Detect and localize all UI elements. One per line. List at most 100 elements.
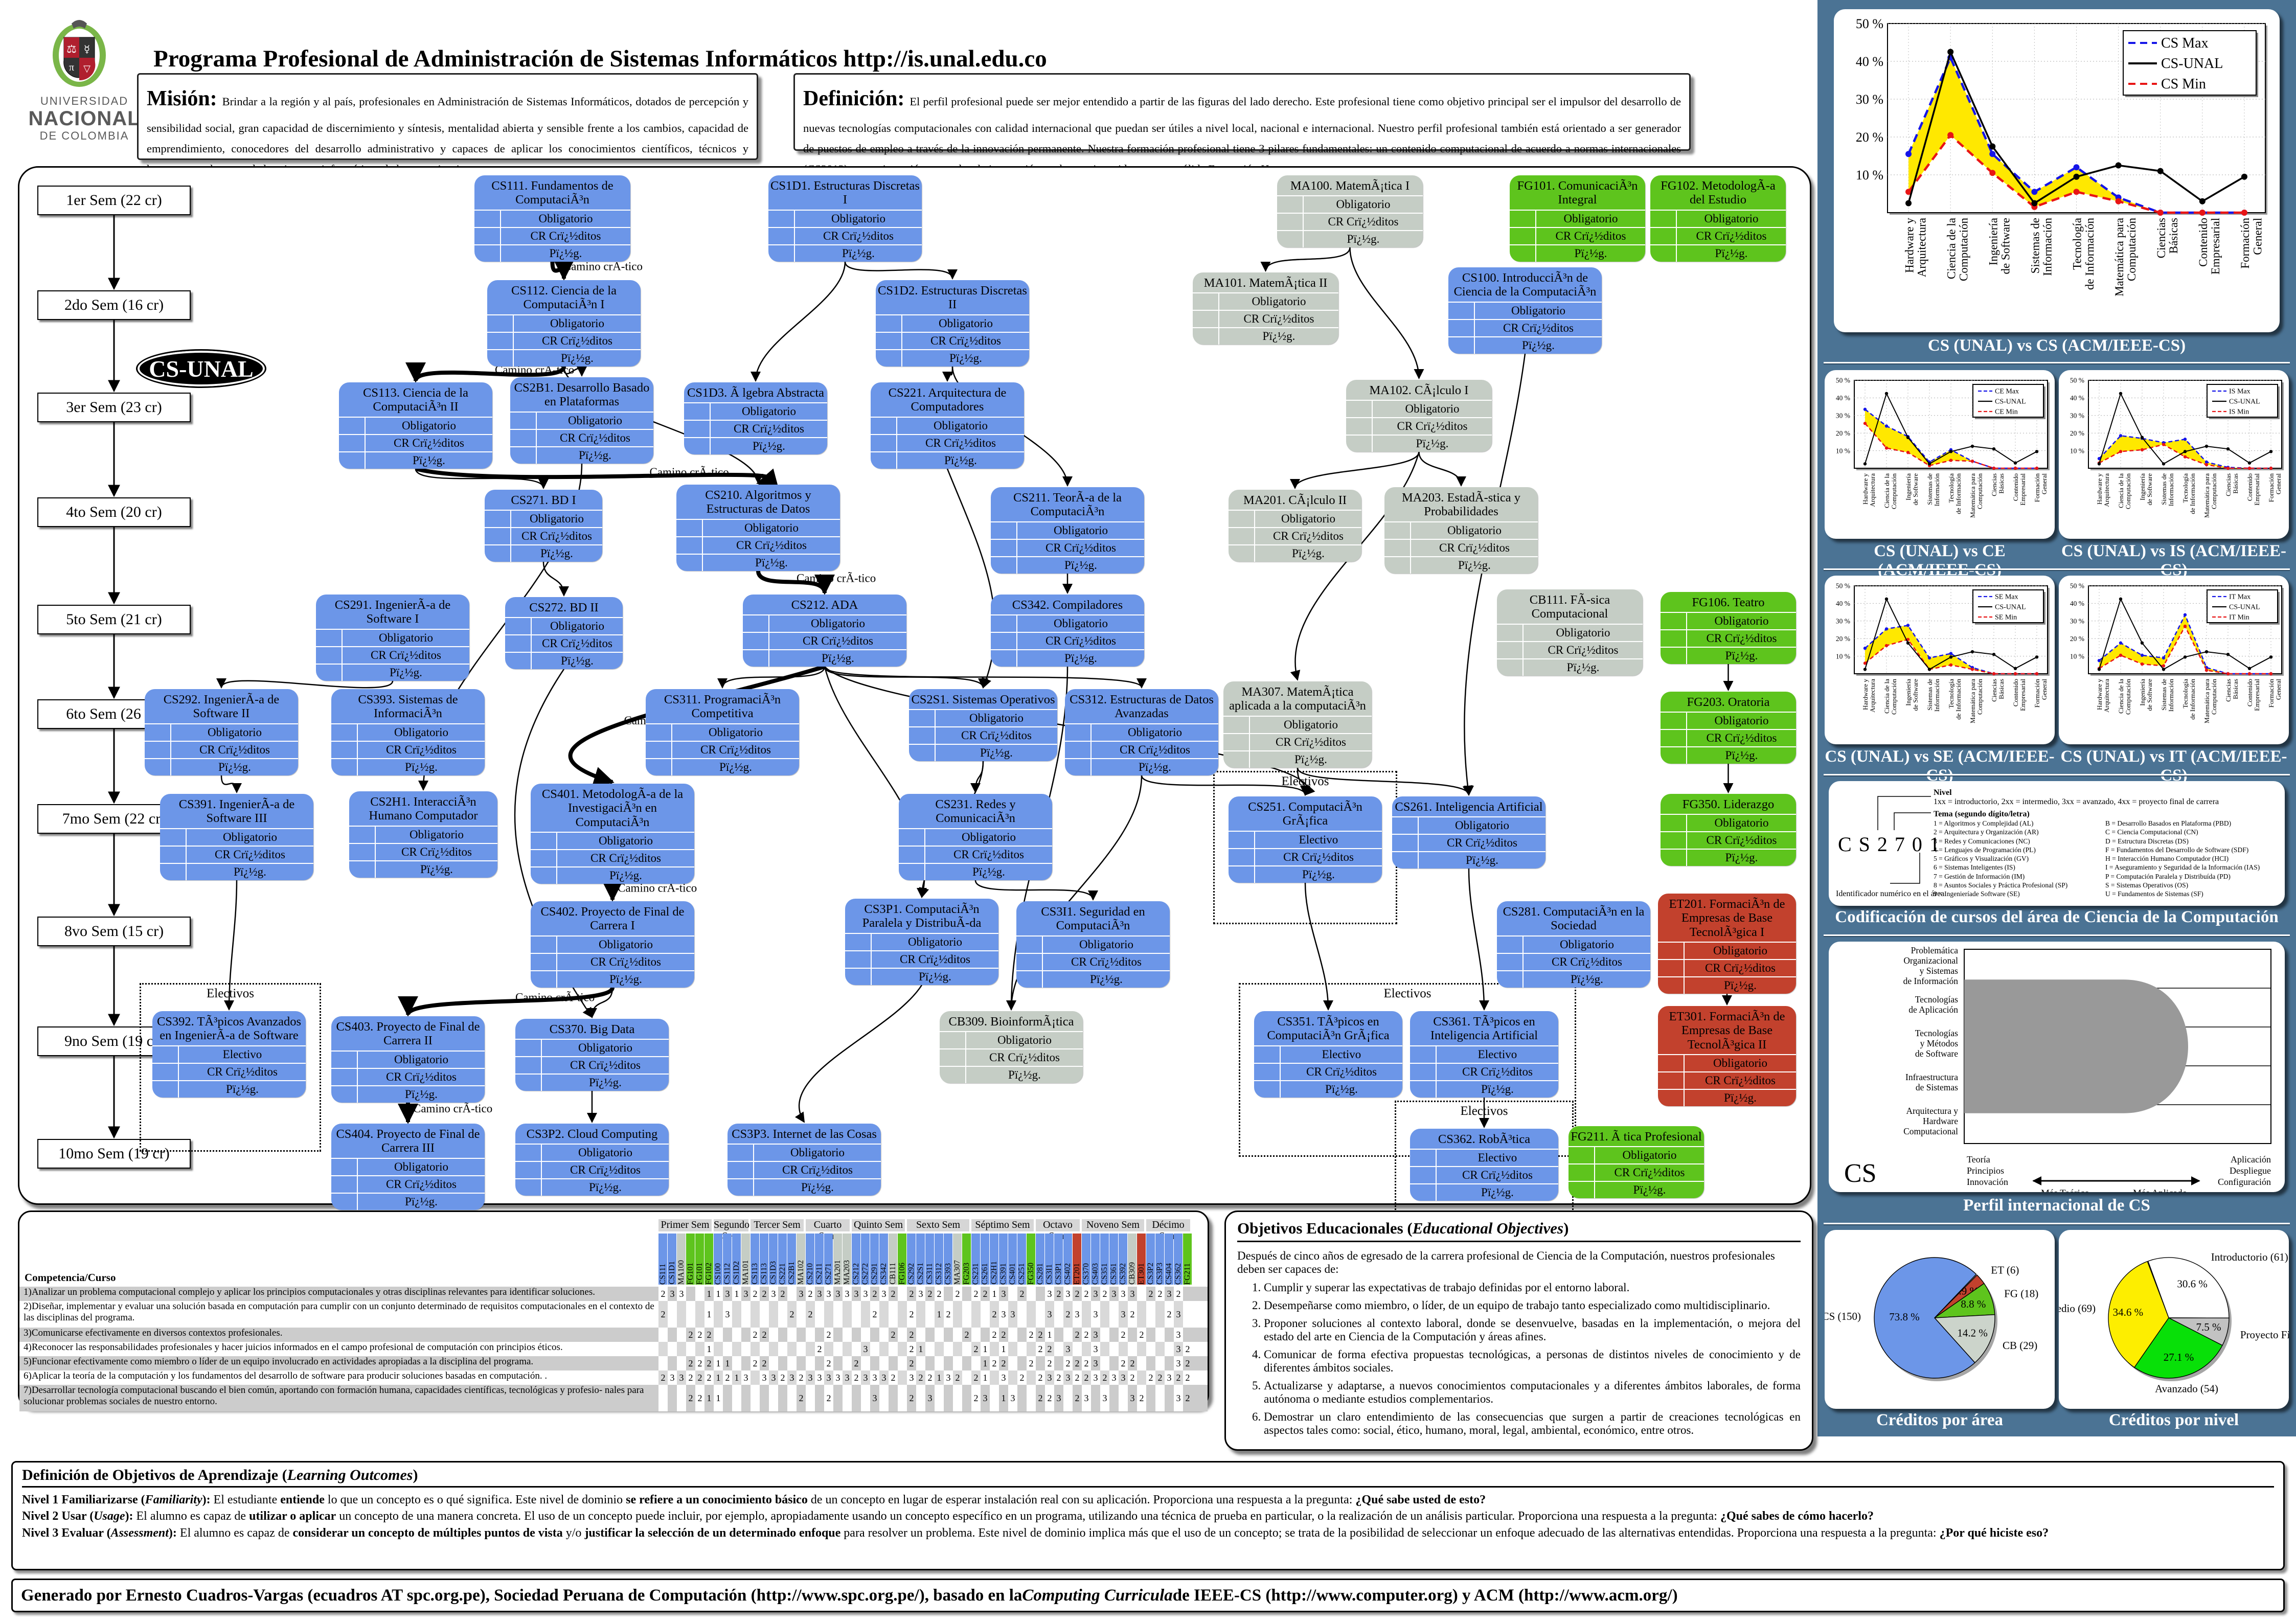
course-type: Obligatorio (598, 938, 653, 951)
svg-text:CS-UNAL: CS-UNAL (1995, 604, 2026, 611)
matrix-row-label: 7)Desarrollar tecnología computacional b… (24, 1385, 644, 1407)
course-credits: CR Crï¿½ditos (1045, 541, 1116, 554)
course-type: Obligatorio (1714, 714, 1769, 727)
svg-text:CienciasBásicas: CienciasBásicas (2224, 473, 2239, 496)
course-CS281: CS281. ComputaciÃ³n en la Sociedad Obliga… (1497, 901, 1650, 988)
course-pg: Pï¿½g. (1325, 1082, 1358, 1095)
identificador-label: Identificador numérico en el área (1836, 889, 1945, 898)
course-title: CS3I1. Seguridad en ComputaciÃ³n (1041, 905, 1145, 933)
course-type: Obligatorio (394, 1053, 449, 1066)
matrix-row-5: 5)Funcionar efectivamente como miembro o… (19, 1356, 1208, 1370)
svg-text:SE Max: SE Max (1995, 593, 2018, 601)
course-type: Electivo (1322, 1047, 1361, 1061)
course-credits: CR Crï¿½ditos (521, 530, 592, 543)
course-title: CS1D2. Estructuras Discretas II (878, 284, 1027, 312)
course-title: CS100. IntroducciÃ³n de Ciencia de la Co… (1453, 271, 1597, 299)
course-CS403: CS403. Proyecto de Final de Carrera II Ob… (331, 1016, 485, 1103)
svg-text:30 %: 30 % (1836, 618, 1850, 625)
course-title: FG106. Teatro (1692, 596, 1765, 609)
tema-legend: Tema (segundo dígito/letra) 1 = Algoritmo… (1934, 810, 2281, 898)
university-line2: NACIONAL (28, 107, 141, 130)
comparison-chart-panel: 10 % 20 % 30 % 40 % 50 % CS Max CS-UNAL CS Min H… (1834, 9, 2280, 332)
svg-text:de Sistemas: de Sistemas (1916, 1082, 1958, 1092)
course-pg: Pï¿½g. (218, 760, 251, 773)
course-CS404: CS404. Proyecto de Final de Carrera III O… (331, 1124, 485, 1210)
course-pg: Pï¿½g. (405, 1087, 438, 1101)
semester-label-8: 8vo Sem (15 cr) (37, 917, 191, 946)
course-credits: CR Crï¿½ditos (961, 729, 1032, 742)
matrix-col-CS312: CS312 (935, 1233, 943, 1285)
svg-text:Tecnologías: Tecnologías (1915, 1028, 1958, 1038)
svg-text:20 %: 20 % (1836, 429, 1850, 437)
course-type: Obligatorio (744, 521, 799, 534)
course-pg: Pï¿½g. (1466, 854, 1498, 867)
matrix-row-label: 5)Funcionar efectivamente como miembro o… (24, 1356, 534, 1367)
svg-text:Sistemas deInformación: Sistemas deInformación (2160, 473, 2175, 507)
svg-text:50 %: 50 % (2070, 377, 2084, 384)
course-CS3P1: CS3P1. ComputaciÃ³n Paralela y DistribuÃ… (845, 899, 998, 985)
course-pg: Pï¿½g. (579, 448, 611, 462)
divider (1824, 362, 2290, 364)
matrix-col-CS291: CS291 (870, 1233, 879, 1285)
pie-panel-1: 30.6 % Introductorio (61) 7.5 % Proyecto Fi… (2028, 1230, 2296, 1409)
university-line1: UNIVERSIDAD (40, 95, 129, 107)
svg-text:CS Max: CS Max (2161, 35, 2209, 51)
matrix-row-3: 3)Comunicarse efectivamente en diversos … (19, 1328, 1208, 1342)
course-title: CS210. Algoritmos y Estructuras de Datos (705, 488, 811, 516)
svg-text:Ciencia de laComputación: Ciencia de laComputación (1883, 679, 1898, 715)
course-CS362: CS362. RobÃ³tica Electivo CR Crï¿½ditos Pï¿… (1410, 1129, 1558, 1201)
svg-text:y Sistemas: y Sistemas (1920, 966, 1959, 976)
course-credits: CR Crï¿½ditos (207, 1065, 278, 1078)
course-type: Obligatorio (1713, 944, 1768, 957)
course-credits: CR Crï¿½ditos (1071, 955, 1142, 968)
course-pg: Pï¿½g. (1725, 749, 1758, 762)
course-CS392: CS392. TÃ³picos Avanzados en IngenierÃ-a… (152, 1011, 306, 1098)
course-credits: CR Crï¿½ditos (1706, 632, 1777, 645)
course-CS312: CS312. Estructuras de Datos Avanzadas Obl… (1065, 689, 1218, 775)
matrix-col-CS251: CS251 (1017, 1233, 1026, 1285)
outcomes-title: Definición de Objetivos de Aprendizaje (… (22, 1467, 2274, 1488)
course-title: CS3P3. Internet de las Cosas (732, 1127, 877, 1141)
matrix-col-FG101: FG101 (686, 1233, 695, 1285)
matrix-col-CS3I1: CS3I1 (1045, 1233, 1054, 1285)
svg-text:Tecnologías: Tecnologías (1915, 994, 1958, 1004)
course-type: Obligatorio (578, 1041, 633, 1055)
course-pg: Pï¿½g. (1571, 972, 1603, 986)
svg-text:IT Max: IT Max (2229, 593, 2250, 601)
course-CS271: CS271. BD I Obligatorio CR Crï¿½ditos Pï¿½g… (485, 490, 602, 562)
course-title: CS3P2. Cloud Computing (526, 1127, 658, 1141)
matrix-col-CS361: CS361 (1109, 1233, 1118, 1285)
matrix-sem-Primer-Sem: Primer Sem (658, 1219, 712, 1231)
course-credits: CR Crï¿½ditos (590, 955, 661, 968)
matrix-row-label: 1)Analizar un problema computacional com… (24, 1287, 595, 1297)
course-credits: CR Crï¿½ditos (899, 952, 970, 966)
divider (1824, 774, 2290, 776)
svg-text:CienciasBásicas: CienciasBásicas (2155, 218, 2180, 258)
course-title: CB111. FÃ-sica Computacional (1529, 593, 1610, 621)
course-credits: CR Crï¿½ditos (953, 848, 1024, 861)
svg-text:20 %: 20 % (1856, 130, 1883, 145)
course-pg: Pï¿½g. (949, 351, 982, 364)
matrix-col-MA201: MA201 (833, 1233, 842, 1285)
svg-text:Ciencia de laComputación: Ciencia de laComputación (2117, 679, 2132, 715)
course-CS272: CS272. BD II Obligatorio CR Crï¿½ditos Pï¿½… (505, 597, 623, 670)
course-credits: CR Crï¿½ditos (1555, 229, 1626, 242)
svg-text:Ciencia de laComputación: Ciencia de laComputación (1945, 218, 1970, 281)
course-credits: CR Crï¿½ditos (1704, 962, 1776, 975)
course-credits: CR Crï¿½ditos (1397, 420, 1468, 433)
electivos-label: Electivos (1281, 774, 1329, 788)
course-title: CS311. ProgramaciÃ³n Competitiva (664, 693, 781, 721)
course-pg: Pï¿½g. (405, 760, 438, 773)
svg-text:30 %: 30 % (2070, 412, 2084, 420)
course-pg: Pï¿½g. (1715, 246, 1748, 260)
matrix-col-MA203: MA203 (843, 1233, 851, 1285)
svg-text:Proyecto Final (15): Proyecto Final (15) (2240, 1329, 2289, 1341)
svg-text:☿: ☿ (84, 44, 90, 55)
svg-text:Tecnologíade Información: Tecnologíade Información (2071, 218, 2096, 290)
course-CS1D3: CS1D3. Ã lgebra Abstracta Obligatorio CR C… (684, 382, 827, 455)
course-credits: CR Crï¿½ditos (802, 634, 873, 648)
svg-text:Tecnologíade Información: Tecnologíade Información (1947, 473, 1962, 514)
codification-panel: C S 2 7 0 1 Nivel 1xx = introductorio, 2xx… (1829, 781, 2285, 906)
course-type: Obligatorio (1336, 198, 1391, 211)
course-type: Obligatorio (1704, 212, 1759, 225)
